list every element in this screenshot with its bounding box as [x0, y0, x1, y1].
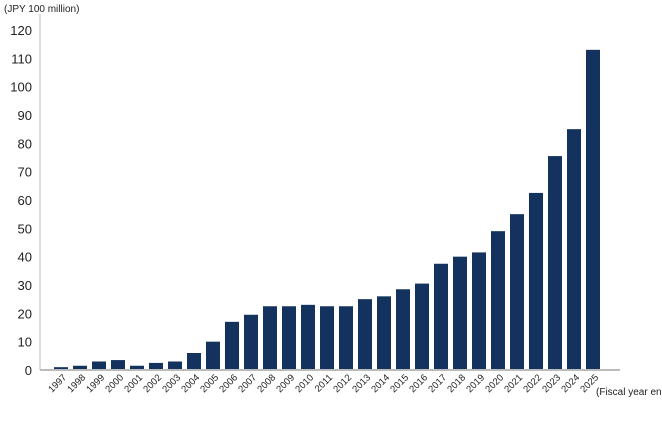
bar-1999 — [92, 361, 106, 370]
y-tick-label: 110 — [11, 51, 32, 66]
x-axis-ticks: 1997199819992000200120022003200420052006… — [46, 372, 601, 395]
y-tick-label: 30 — [18, 278, 32, 293]
x-tick-label: 2001 — [122, 372, 145, 395]
y-axis-unit-label: (JPY 100 million) — [4, 4, 79, 15]
y-tick-label: 90 — [18, 108, 32, 123]
x-tick-label: 2017 — [426, 372, 449, 395]
bar-2007 — [244, 314, 258, 370]
bar-2011 — [320, 306, 334, 370]
bar-2024 — [567, 129, 581, 370]
x-tick-label: 2011 — [313, 372, 335, 394]
x-tick-label: 2012 — [331, 372, 354, 395]
bar-2014 — [377, 296, 391, 370]
x-tick-label: 2015 — [388, 372, 411, 395]
x-tick-label: 2022 — [521, 372, 544, 395]
bar-2023 — [548, 156, 562, 370]
bar-2022 — [529, 192, 543, 370]
bar-2005 — [206, 341, 220, 370]
bar-2021 — [510, 214, 524, 370]
bar-2009 — [282, 306, 296, 370]
bar-1998 — [73, 365, 87, 370]
bar-2000 — [111, 360, 125, 370]
bar-2008 — [263, 306, 277, 370]
x-tick-label: 2019 — [464, 372, 487, 395]
bar-2019 — [472, 252, 486, 370]
y-tick-label: 60 — [18, 193, 32, 208]
bar-2010 — [301, 304, 315, 370]
x-tick-label: 2023 — [540, 372, 563, 395]
bar-2003 — [168, 361, 182, 370]
x-tick-label: 1998 — [65, 372, 88, 395]
x-tick-label: 2006 — [217, 372, 240, 395]
x-tick-label: 2024 — [559, 372, 582, 395]
x-tick-label: 1997 — [46, 372, 69, 395]
x-tick-label: 2002 — [141, 372, 164, 395]
y-axis-ticks: 0 10 20 30 40 50 60 70 80 90 100 110 120 — [10, 23, 32, 378]
bar-2004 — [187, 353, 201, 370]
bar-2016 — [415, 283, 429, 370]
x-tick-label: 2005 — [198, 372, 221, 395]
bar-2012 — [339, 306, 353, 370]
y-tick-label: 10 — [18, 335, 32, 350]
x-tick-label: 2009 — [274, 372, 297, 395]
x-tick-label: 2021 — [502, 372, 525, 395]
y-tick-label: 70 — [18, 165, 32, 180]
x-tick-label: 2007 — [236, 372, 259, 395]
x-tick-label: 1999 — [84, 372, 107, 395]
bar-2013 — [358, 299, 372, 370]
y-tick-label: 120 — [10, 23, 32, 38]
x-tick-label: 2013 — [350, 372, 373, 395]
bar-2006 — [225, 321, 239, 370]
x-tick-label: 2016 — [407, 372, 430, 395]
x-tick-label: 2003 — [160, 372, 183, 395]
y-tick-label: 50 — [18, 221, 32, 236]
bar-2017 — [434, 263, 448, 370]
x-tick-label: 2008 — [255, 372, 278, 395]
x-axis-unit-label: (Fiscal year end) — [596, 387, 662, 398]
bar-2018 — [453, 256, 467, 370]
x-tick-label: 2020 — [483, 372, 506, 395]
x-tick-label: 2000 — [103, 372, 126, 395]
y-tick-label: 40 — [18, 250, 32, 265]
y-tick-label: 0 — [25, 363, 32, 378]
bar-1997 — [54, 367, 68, 370]
x-tick-label: 2010 — [293, 372, 316, 395]
x-tick-label: 2014 — [369, 372, 392, 395]
y-tick-label: 20 — [18, 306, 32, 321]
y-tick-label: 100 — [10, 80, 32, 95]
x-tick-label: 2004 — [179, 372, 202, 395]
bars-group — [54, 49, 600, 370]
bar-2001 — [130, 365, 144, 370]
bar-2025 — [586, 49, 600, 370]
y-tick-label: 80 — [18, 136, 32, 151]
bar-2002 — [149, 362, 163, 370]
x-tick-label: 2018 — [445, 372, 468, 395]
bar-2015 — [396, 289, 410, 370]
bar-2020 — [491, 231, 505, 370]
